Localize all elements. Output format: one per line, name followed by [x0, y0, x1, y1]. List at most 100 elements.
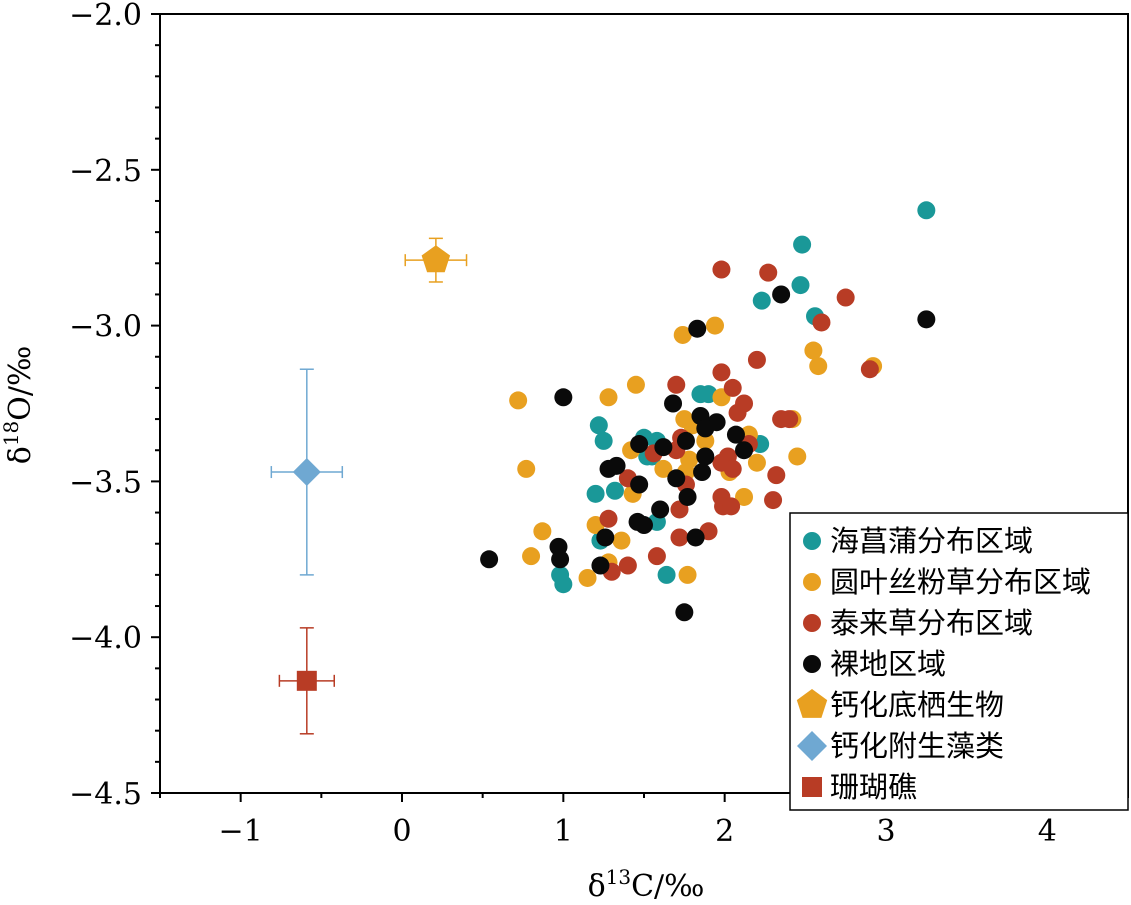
data-point: [675, 603, 694, 622]
data-point: [480, 550, 499, 569]
data-point: [780, 410, 799, 429]
y-tick-label: −4.5: [69, 777, 142, 812]
data-point: [723, 378, 742, 397]
error-bars: [270, 237, 468, 735]
x-axis-label: δ13C/‰: [588, 865, 705, 904]
legend-marker: [802, 777, 822, 797]
data-point: [296, 670, 317, 691]
data-point: [860, 360, 879, 379]
data-point: [533, 522, 552, 541]
legend-marker: [803, 655, 821, 673]
x-tick-label: 3: [876, 814, 895, 849]
data-point: [917, 201, 936, 220]
data-point: [752, 291, 771, 310]
data-point: [764, 491, 783, 510]
data-point: [747, 350, 766, 369]
data-point: [586, 484, 605, 503]
y-tick-label: −4.0: [69, 621, 142, 656]
data-point: [809, 357, 828, 376]
legend-label: 钙化底栖生物: [830, 688, 1004, 722]
x-tick-label: −1: [219, 814, 263, 849]
data-point: [788, 447, 807, 466]
data-point: [647, 547, 666, 566]
legend-label: 珊瑚礁: [830, 770, 917, 804]
x-tick-label: 1: [554, 814, 573, 849]
data-point: [654, 438, 673, 457]
legend-marker: [803, 614, 821, 632]
data-point: [599, 388, 618, 407]
data-point: [657, 565, 676, 584]
data-point: [696, 447, 715, 466]
legend-marker: [803, 573, 821, 591]
data-points: [292, 201, 936, 691]
legend: 海菖蒲分布区域圆叶丝粉草分布区域泰来草分布区域裸地区域钙化底栖生物钙化附生藻类珊…: [789, 512, 1129, 811]
data-point: [664, 394, 683, 413]
data-point: [726, 425, 745, 444]
data-point: [554, 388, 573, 407]
data-point: [626, 375, 645, 394]
y-tick-label: −3.0: [69, 310, 142, 345]
data-point: [723, 459, 742, 478]
legend-label: 圆叶丝粉草分布区域: [830, 565, 1091, 599]
data-point: [517, 459, 536, 478]
y-axis-ticks: −2.0 −2.5 −3.0 −3.5 −4.0 −4.5: [69, 0, 160, 812]
x-tick-label: 4: [1038, 814, 1057, 849]
data-point: [676, 431, 695, 450]
data-point: [793, 235, 812, 254]
legend-box: [789, 512, 1129, 811]
data-point: [673, 325, 692, 344]
legend-label: 泰来草分布区域: [830, 606, 1033, 640]
data-point: [630, 475, 649, 494]
data-point: [804, 341, 823, 360]
x-tick-label: 0: [392, 814, 411, 849]
data-point: [747, 453, 766, 472]
data-point: [292, 458, 321, 487]
data-point: [712, 260, 731, 279]
data-point: [421, 245, 451, 273]
data-point: [612, 531, 631, 550]
x-tick-label: 2: [715, 814, 734, 849]
legend-marker: [803, 532, 821, 550]
data-point: [917, 310, 936, 329]
data-point: [791, 276, 810, 295]
data-point: [678, 487, 697, 506]
data-point: [759, 263, 778, 282]
data-point: [630, 435, 649, 454]
data-point: [594, 431, 613, 450]
data-point: [522, 547, 541, 566]
data-point: [578, 568, 597, 587]
data-point: [735, 441, 754, 460]
legend-label: 钙化附生藻类: [830, 729, 1004, 763]
data-point: [767, 466, 786, 485]
data-point: [554, 575, 573, 594]
data-point: [722, 497, 741, 516]
data-point: [591, 556, 610, 575]
data-point: [735, 487, 754, 506]
data-point: [551, 550, 570, 569]
legend-label: 海菖蒲分布区域: [830, 524, 1033, 558]
data-point: [693, 463, 712, 482]
data-point: [599, 459, 618, 478]
data-point: [618, 556, 637, 575]
data-point: [678, 565, 697, 584]
legend-marker: [796, 689, 828, 718]
data-point: [635, 516, 653, 535]
data-point: [686, 528, 705, 547]
y-tick-label: −3.5: [69, 465, 142, 500]
data-point: [670, 528, 689, 547]
data-point: [696, 431, 715, 450]
data-point: [651, 500, 670, 519]
data-point: [728, 403, 747, 422]
legend-label: 裸地区域: [830, 647, 946, 681]
legend-marker: [797, 731, 827, 761]
data-point: [712, 363, 731, 382]
data-point: [667, 469, 686, 488]
data-point: [509, 391, 528, 410]
data-point: [772, 285, 791, 304]
data-point: [667, 375, 686, 394]
data-point: [688, 319, 707, 338]
data-point: [696, 419, 715, 438]
data-point: [654, 459, 673, 478]
data-point: [589, 416, 608, 435]
